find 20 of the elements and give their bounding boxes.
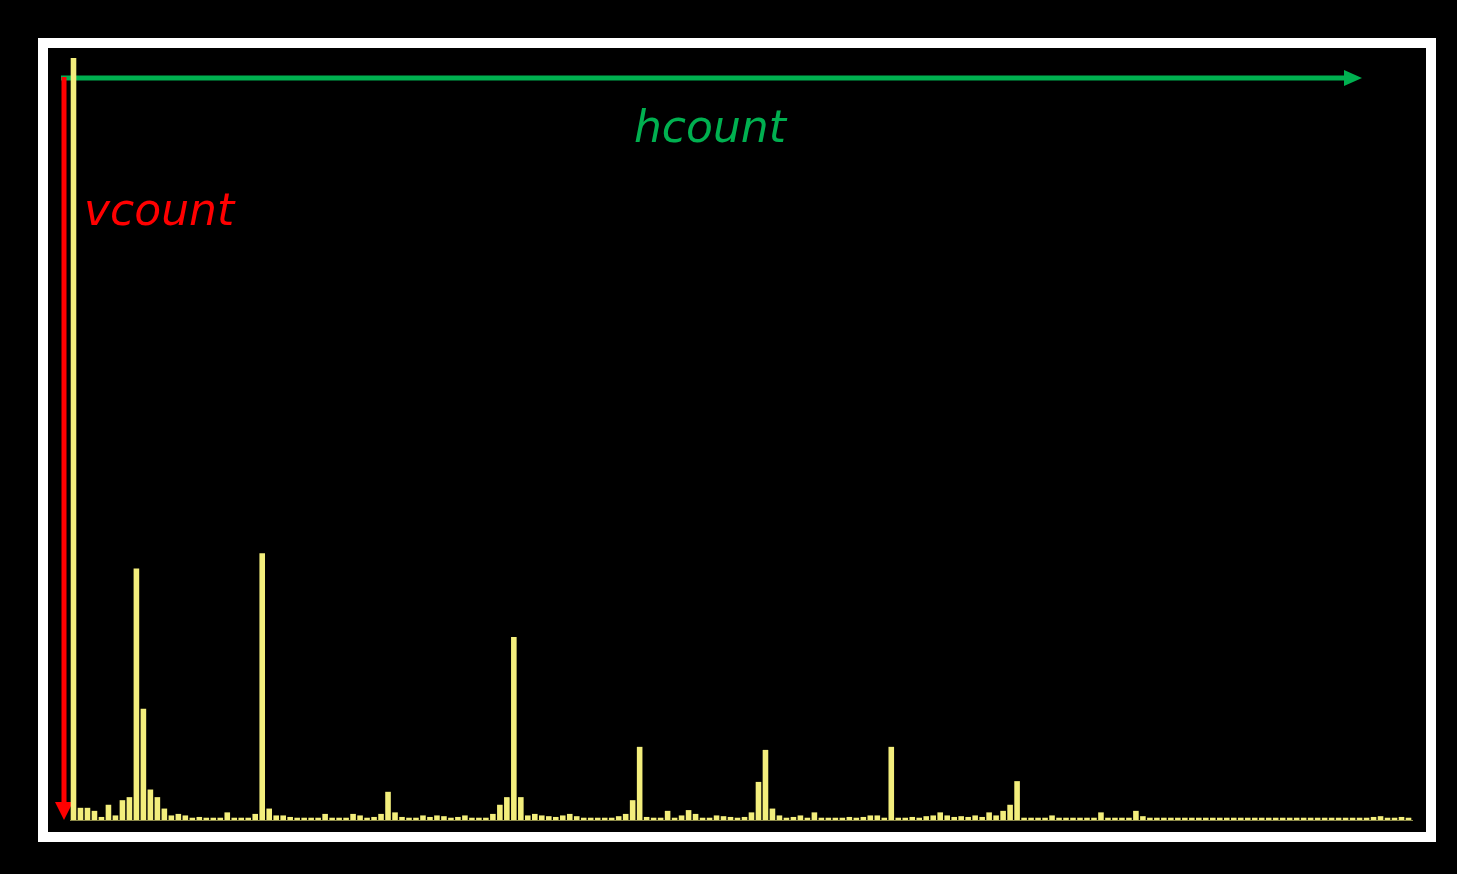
bar — [797, 815, 804, 820]
bar — [168, 815, 175, 820]
bar — [713, 815, 720, 820]
bar — [615, 816, 622, 820]
bar — [154, 797, 161, 820]
x-axis-title: hcount — [633, 101, 788, 153]
bar — [126, 797, 133, 820]
bar — [112, 815, 119, 820]
bar — [776, 815, 783, 820]
bar — [720, 816, 727, 820]
bar — [685, 810, 692, 820]
bar — [867, 815, 874, 820]
y-axis-title: vcount — [84, 184, 236, 236]
bar — [629, 800, 636, 820]
bar — [811, 812, 818, 820]
bar — [119, 800, 126, 820]
bar — [748, 812, 755, 820]
bar — [1377, 816, 1384, 820]
bar — [182, 815, 189, 820]
bar — [678, 815, 685, 820]
